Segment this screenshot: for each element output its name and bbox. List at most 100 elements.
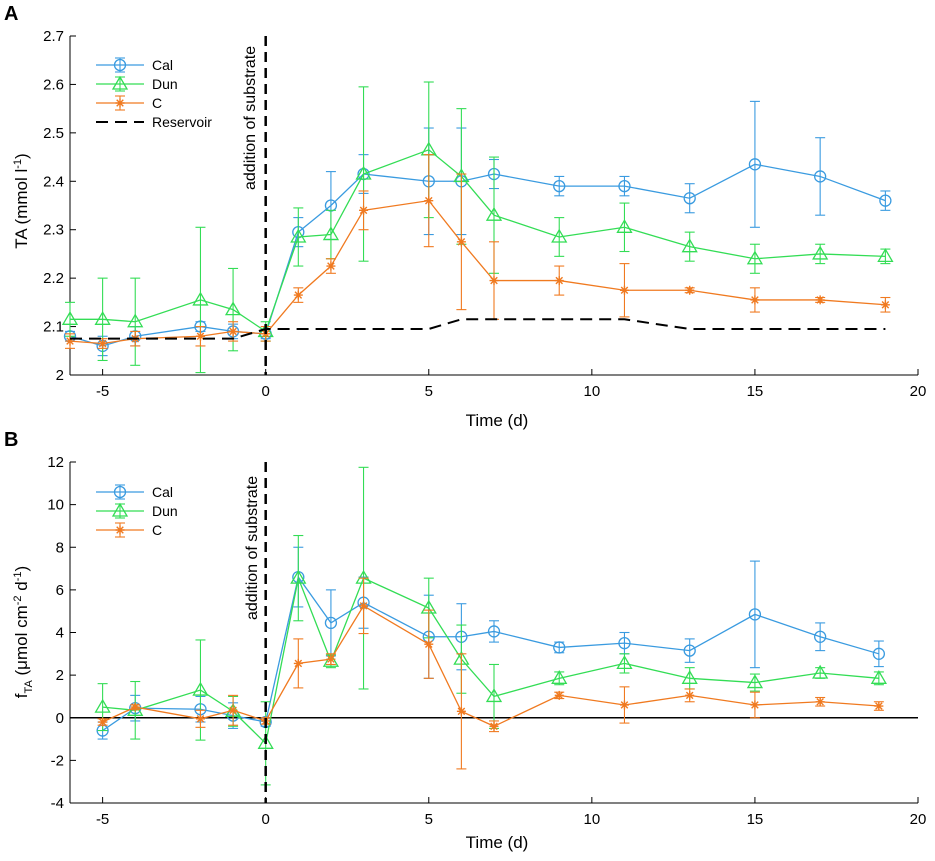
data-point-cal bbox=[553, 179, 566, 193]
data-point-c bbox=[424, 639, 434, 649]
data-point-dun bbox=[812, 664, 829, 679]
data-point-dun bbox=[94, 311, 111, 325]
data-point-c bbox=[456, 706, 466, 716]
panel-a-annotation: addition of substrate bbox=[242, 46, 259, 190]
x-tick-label: 15 bbox=[747, 811, 764, 828]
y-tick-label: 8 bbox=[56, 539, 64, 556]
y-tick-label: 2.2 bbox=[43, 270, 64, 287]
y-tick-label: 2 bbox=[56, 667, 64, 684]
series-line-c bbox=[69, 199, 886, 345]
y-tick-label: 0 bbox=[56, 710, 64, 727]
data-point-c bbox=[326, 261, 336, 271]
data-point-c bbox=[228, 705, 238, 715]
error-bar-cal bbox=[749, 100, 760, 228]
error-bar-dun bbox=[358, 86, 369, 262]
legend-entry-reservoir: Reservoir bbox=[96, 114, 212, 130]
data-point-dun bbox=[551, 670, 568, 684]
x-tick-label: 15 bbox=[747, 383, 764, 400]
data-point-dun bbox=[485, 688, 503, 703]
y-tick-label: 2.1 bbox=[43, 319, 64, 336]
y-tick-label: -4 bbox=[51, 795, 64, 812]
data-point-cal bbox=[748, 608, 762, 621]
data-point-dun bbox=[257, 735, 274, 749]
data-point-c bbox=[815, 295, 825, 305]
series-line-cal bbox=[69, 163, 886, 347]
data-point-c bbox=[685, 690, 695, 700]
data-point-c bbox=[65, 336, 75, 346]
panel-b-x-axis-label: Time (d) bbox=[466, 833, 529, 852]
x-tick-label: -5 bbox=[96, 811, 109, 828]
data-point-dun bbox=[61, 311, 79, 325]
data-point-cal bbox=[487, 625, 501, 638]
data-point-c bbox=[98, 717, 108, 727]
data-point-dun bbox=[192, 681, 209, 696]
legend-marker-cal bbox=[113, 58, 127, 72]
x-tick-label: 20 bbox=[910, 811, 927, 828]
data-point-c bbox=[554, 690, 564, 700]
data-point-dun bbox=[192, 291, 209, 306]
data-point-dun bbox=[681, 238, 698, 253]
data-point-c bbox=[359, 205, 369, 215]
data-point-dun bbox=[870, 670, 887, 684]
error-bar-cal bbox=[815, 137, 826, 216]
data-point-dun bbox=[877, 248, 894, 263]
data-point-c bbox=[293, 290, 303, 300]
data-point-c bbox=[554, 276, 564, 286]
data-point-dun bbox=[94, 698, 111, 713]
y-tick-label: 2.6 bbox=[43, 76, 64, 93]
panel-a: A Time (d) TA (mmol l-1) -5 0 5 10 15 20 2 2.1 2… bbox=[4, 3, 926, 430]
error-bar-cal bbox=[684, 183, 695, 214]
data-point-c bbox=[750, 700, 760, 710]
error-bar-cal bbox=[619, 175, 630, 197]
x-tick-label: 10 bbox=[584, 811, 601, 828]
y-tick-label: 4 bbox=[56, 625, 64, 642]
error-bar-cal bbox=[489, 620, 499, 643]
error-bar-dun bbox=[749, 243, 760, 274]
data-point-dun bbox=[681, 670, 698, 684]
panel-b-legend: Cal Dun C bbox=[88, 480, 198, 550]
data-point-c bbox=[130, 702, 140, 712]
data-point-dun bbox=[746, 674, 764, 689]
series-line-dun bbox=[70, 149, 886, 333]
data-point-cal bbox=[683, 192, 696, 205]
y-tick-label: 2 bbox=[56, 367, 64, 384]
data-point-dun bbox=[322, 226, 340, 241]
data-point-c bbox=[456, 237, 466, 247]
panel-b-legend-box bbox=[88, 480, 198, 550]
data-point-dun bbox=[322, 652, 340, 667]
data-point-c bbox=[489, 721, 499, 731]
error-bar-cal bbox=[873, 640, 884, 668]
data-point-dun bbox=[485, 206, 503, 221]
y-tick-label: 2.7 bbox=[43, 28, 64, 45]
error-bar-dun bbox=[293, 534, 304, 622]
legend-entry-dun: Dun bbox=[96, 75, 178, 92]
data-point-dun bbox=[355, 165, 372, 180]
legend-entry-c: C bbox=[96, 522, 162, 538]
panel-b-annotation: addition of substrate bbox=[244, 476, 261, 620]
data-point-dun bbox=[551, 228, 568, 243]
series-line-cal bbox=[102, 575, 880, 732]
legend-marker-dun bbox=[111, 502, 129, 517]
data-point-dun bbox=[812, 245, 829, 260]
data-point-dun bbox=[616, 655, 633, 670]
y-tick-label: 2.3 bbox=[43, 222, 64, 239]
legend-marker-c bbox=[115, 525, 125, 535]
data-point-c bbox=[619, 285, 629, 295]
legend-label-reservoir: Reservoir bbox=[152, 114, 212, 130]
data-point-c bbox=[489, 276, 499, 286]
panel-a-legend-box bbox=[88, 52, 218, 142]
data-point-c bbox=[685, 285, 695, 295]
data-point-cal bbox=[814, 170, 827, 183]
data-point-cal bbox=[872, 647, 886, 660]
legend-label-c: C bbox=[152, 95, 162, 111]
data-point-dun bbox=[616, 219, 633, 233]
data-point-dun bbox=[746, 250, 764, 265]
error-bar-dun bbox=[293, 207, 304, 267]
data-point-c bbox=[98, 339, 108, 349]
data-point-cal bbox=[618, 179, 631, 193]
error-bar-cal bbox=[815, 622, 826, 652]
data-point-dun bbox=[290, 228, 307, 243]
series-line-reservoir bbox=[70, 318, 886, 340]
data-point-cal bbox=[879, 194, 892, 207]
legend-label-dun: Dun bbox=[152, 76, 178, 92]
